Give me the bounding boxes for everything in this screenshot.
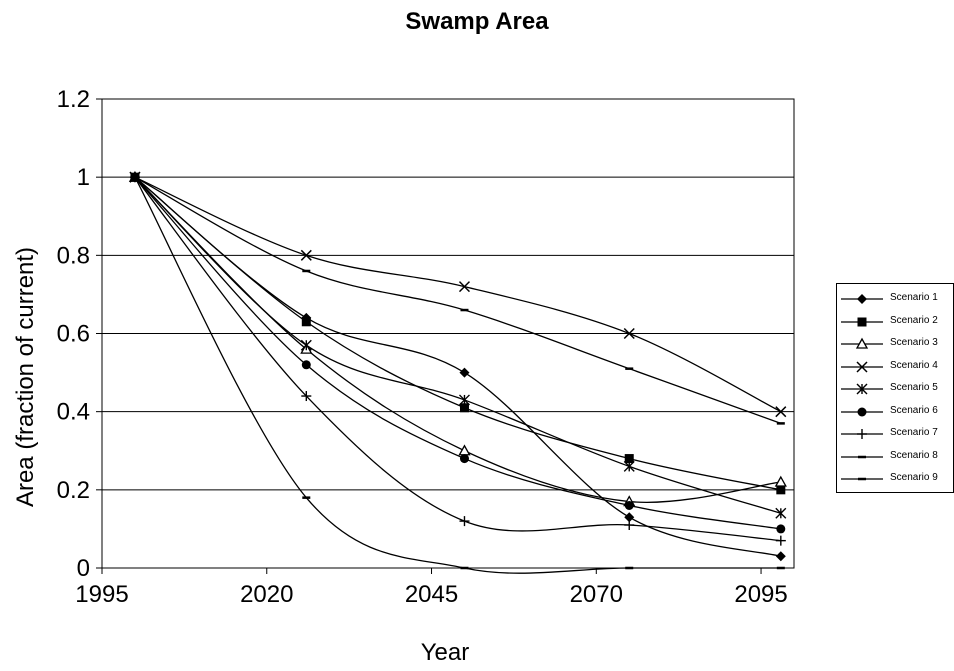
series-line-5 bbox=[134, 176, 782, 514]
legend-swatch bbox=[841, 294, 883, 304]
x-tick-label: 2070 bbox=[570, 581, 623, 608]
y-tick-label: 0 bbox=[77, 555, 90, 582]
legend-marker bbox=[857, 429, 867, 439]
y-tick-label: 0.6 bbox=[57, 321, 90, 348]
series-line-4 bbox=[134, 176, 782, 413]
y-tick-label: 0.8 bbox=[57, 242, 90, 269]
legend-swatch bbox=[841, 407, 883, 416]
legend: Scenario 1 Scenario 2 Scenario 3 Scenario 4… bbox=[836, 283, 954, 493]
plot-area-border bbox=[101, 98, 795, 569]
data-point bbox=[624, 520, 635, 531]
series-line-6 bbox=[134, 176, 781, 530]
legend-item: Scenario 8 bbox=[837, 448, 953, 466]
data-point bbox=[300, 249, 312, 261]
series-markers bbox=[128, 170, 787, 570]
data-point bbox=[458, 281, 471, 293]
legend-label: Scenario 5 bbox=[890, 382, 938, 393]
legend-swatch bbox=[841, 383, 883, 395]
legend-label: Scenario 1 bbox=[890, 292, 938, 303]
data-point bbox=[459, 403, 469, 413]
y-tick-label: 0.4 bbox=[57, 399, 90, 426]
legend-swatch bbox=[841, 317, 883, 326]
data-point bbox=[775, 551, 786, 562]
legend-item: Scenario 6 bbox=[837, 403, 953, 421]
gridlines bbox=[102, 98, 794, 491]
legend-swatch bbox=[841, 455, 883, 458]
legend-item: Scenario 4 bbox=[837, 358, 953, 376]
legend-marker bbox=[856, 383, 868, 395]
data-point bbox=[458, 444, 471, 456]
legend-swatch bbox=[841, 360, 883, 373]
legend-item: Scenario 9 bbox=[837, 470, 953, 488]
data-point bbox=[776, 524, 786, 534]
legend-item: Scenario 5 bbox=[837, 380, 953, 398]
legend-item: Scenario 7 bbox=[837, 425, 953, 443]
series-line-7 bbox=[134, 176, 781, 542]
data-point bbox=[775, 535, 786, 546]
data-point bbox=[624, 500, 634, 510]
data-point bbox=[459, 367, 470, 378]
legend-swatch bbox=[841, 429, 883, 439]
series-line-9 bbox=[134, 176, 781, 574]
x-tick-label: 2045 bbox=[405, 581, 458, 608]
x-axis-label: Year bbox=[421, 639, 470, 666]
x-tick-label: 2095 bbox=[734, 581, 787, 608]
legend-marker bbox=[857, 407, 867, 416]
legend-item: Scenario 2 bbox=[837, 313, 953, 331]
legend-label: Scenario 7 bbox=[890, 427, 938, 438]
series-line-3 bbox=[134, 176, 781, 503]
legend-swatch bbox=[841, 337, 883, 349]
data-point bbox=[775, 406, 787, 418]
tick-labels: 0 0.2 0.4 0.6 0.8 1 1.2 1995 2020 2045 2070 2095 bbox=[57, 86, 788, 608]
legend-item: Scenario 1 bbox=[837, 290, 953, 308]
data-point bbox=[301, 360, 311, 370]
legend-marker bbox=[857, 317, 867, 326]
data-point bbox=[300, 339, 312, 351]
data-point bbox=[776, 485, 786, 495]
y-tick-label: 0.2 bbox=[57, 477, 90, 504]
legend-label: Scenario 4 bbox=[890, 359, 938, 371]
data-point bbox=[623, 327, 635, 340]
legend-label: Scenario 8 bbox=[890, 449, 938, 461]
data-point bbox=[301, 317, 311, 327]
legend-item: Scenario 3 bbox=[837, 335, 953, 353]
axes bbox=[96, 98, 795, 574]
legend-marker bbox=[855, 337, 869, 349]
legend-marker bbox=[856, 360, 868, 373]
data-point bbox=[458, 394, 470, 406]
y-tick-label: 1 bbox=[77, 164, 90, 191]
legend-label: Scenario 9 bbox=[890, 472, 938, 483]
series-lines bbox=[134, 176, 782, 574]
data-point bbox=[624, 454, 634, 464]
x-tick-label: 2020 bbox=[240, 581, 293, 608]
data-point bbox=[624, 512, 635, 523]
legend-label: Scenario 2 bbox=[890, 314, 938, 326]
legend-marker bbox=[857, 294, 867, 304]
legend-label: Scenario 6 bbox=[890, 404, 938, 416]
data-point bbox=[774, 475, 787, 487]
y-tick-label: 1.2 bbox=[57, 86, 90, 113]
legend-label: Scenario 3 bbox=[890, 337, 938, 348]
series-line-8 bbox=[134, 176, 782, 425]
chart-title: Swamp Area bbox=[405, 8, 549, 35]
data-point bbox=[775, 507, 787, 519]
x-tick-label: 1995 bbox=[75, 581, 128, 608]
data-point bbox=[623, 460, 635, 472]
data-point bbox=[459, 454, 469, 464]
y-axis-label: Area (fraction of current) bbox=[12, 247, 39, 507]
legend-swatch bbox=[841, 477, 883, 481]
data-point bbox=[459, 516, 470, 527]
data-point bbox=[301, 391, 312, 402]
